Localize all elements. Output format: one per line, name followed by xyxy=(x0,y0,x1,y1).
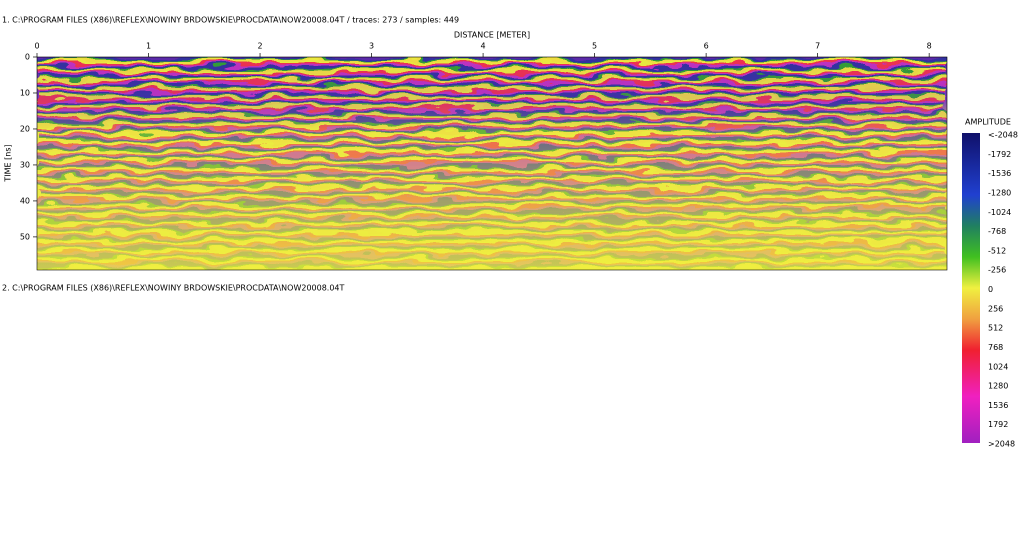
colorbar-label: -1280 xyxy=(988,188,1011,197)
colorbar-label: -768 xyxy=(988,227,1006,236)
y-tick-label: 0 xyxy=(25,53,30,62)
colorbar-label: 768 xyxy=(988,343,1003,352)
colorbar-label: 1280 xyxy=(988,382,1008,391)
radargram-texture xyxy=(37,57,947,270)
y-tick-label: 10 xyxy=(20,88,30,97)
x-tick-label: 8 xyxy=(927,42,932,51)
colorbar-label: -512 xyxy=(988,246,1006,255)
file-info: 2. C:\PROGRAM FILES (X86)\REFLEX\NOWINY … xyxy=(2,284,345,293)
radargram xyxy=(36,56,948,271)
colorbar-label: 512 xyxy=(988,324,1003,333)
y-tick-label: 30 xyxy=(20,160,30,169)
y-tick-label: 40 xyxy=(20,196,30,205)
file-info: 1. C:\PROGRAM FILES (X86)\REFLEX\NOWINY … xyxy=(2,16,459,25)
x-tick-label: 3 xyxy=(369,42,374,51)
colorbar-label: -1792 xyxy=(988,150,1011,159)
colorbar-label: 1024 xyxy=(988,362,1008,371)
colorbar xyxy=(962,133,980,443)
colorbar-label: <-2048 xyxy=(988,131,1018,140)
plot-frame xyxy=(36,56,948,271)
colorbar-label: 256 xyxy=(988,304,1003,313)
colorbar-label: >2048 xyxy=(988,440,1015,449)
x-tick-label: 0 xyxy=(34,42,39,51)
colorbar-label: -1024 xyxy=(988,208,1011,217)
y-tick-label: 50 xyxy=(20,232,30,241)
colorbar-title: AMPLITUDE xyxy=(965,118,1011,127)
x-tick-label: 1 xyxy=(146,42,151,51)
colorbar-label: 0 xyxy=(988,285,993,294)
x-tick-label: 7 xyxy=(815,42,820,51)
x-tick-label: 2 xyxy=(257,42,262,51)
colorbar-label: -256 xyxy=(988,266,1006,275)
x-tick-label: 6 xyxy=(704,42,709,51)
colorbar-label: 1792 xyxy=(988,420,1008,429)
y-axis-label: TIME [ns] xyxy=(4,144,13,182)
colorbar-label: 1536 xyxy=(988,401,1008,410)
x-axis-label: DISTANCE [METER] xyxy=(454,31,530,40)
colorbar-label: -1536 xyxy=(988,169,1011,178)
x-tick-label: 4 xyxy=(481,42,486,51)
x-tick-label: 5 xyxy=(592,42,597,51)
y-tick-label: 20 xyxy=(20,124,30,133)
